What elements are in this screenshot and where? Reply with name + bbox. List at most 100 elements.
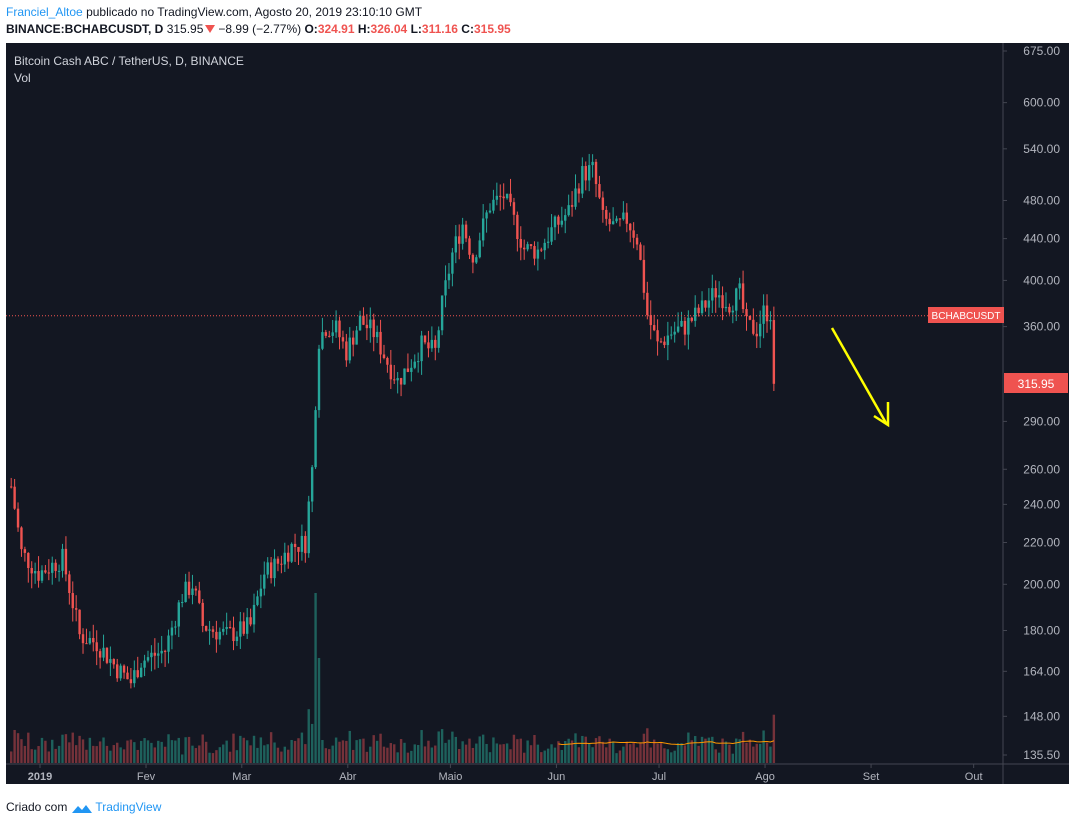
candle-body <box>502 196 505 199</box>
candle-body <box>40 570 44 581</box>
volume-bar <box>690 740 693 763</box>
volume-bar <box>536 744 540 763</box>
candle-body <box>529 244 533 247</box>
volume-bar <box>369 746 372 763</box>
time-axis[interactable] <box>6 764 1069 784</box>
candle-body <box>598 184 601 198</box>
candle-body <box>64 548 68 575</box>
candle-body <box>642 259 646 293</box>
volume-bar <box>54 748 57 763</box>
candle-body <box>700 300 704 314</box>
volume-bar <box>143 738 146 763</box>
close-value: 315.95 <box>473 22 511 36</box>
volume-bar <box>772 714 776 763</box>
candle-body <box>704 300 707 308</box>
volume-bar <box>372 735 375 763</box>
candle-body <box>670 334 673 336</box>
author-link[interactable]: Franciel_Altoe <box>6 5 83 19</box>
candle-body <box>656 330 659 342</box>
volume-bar <box>102 737 105 763</box>
candle-body <box>683 320 687 335</box>
chart-pane[interactable] <box>6 43 1003 764</box>
candle-body <box>307 501 310 554</box>
candle-body <box>334 320 338 333</box>
candle-body <box>605 209 608 219</box>
candle-body <box>54 562 57 571</box>
volume-bar <box>594 738 598 763</box>
candle-body <box>328 335 331 337</box>
candle-body <box>211 629 215 632</box>
candle-body <box>762 305 765 324</box>
volume-bar <box>434 745 437 763</box>
candle-body <box>92 637 95 643</box>
volume-bar <box>447 739 451 763</box>
y-tick-label: 440.00 <box>1023 232 1060 246</box>
candle-body <box>242 621 245 634</box>
y-tick-label: 480.00 <box>1023 193 1060 207</box>
candle-body <box>632 230 635 238</box>
x-tick-label: Out <box>965 771 983 783</box>
candle-body <box>44 570 47 573</box>
y-tick-label: 675.00 <box>1023 44 1060 58</box>
y-tick-label: 360.00 <box>1023 320 1060 334</box>
volume-bar <box>269 732 273 763</box>
price-axis[interactable] <box>1003 43 1069 764</box>
candle-body <box>143 660 146 668</box>
candle-body <box>721 295 724 309</box>
volume-bar <box>304 744 307 763</box>
candle-body <box>160 650 163 654</box>
candle-body <box>119 665 122 679</box>
candle-body <box>694 307 697 321</box>
y-tick-label: 164.00 <box>1023 664 1060 678</box>
candle-body <box>629 223 632 231</box>
volume-bar <box>748 739 752 763</box>
candle-body <box>341 337 345 342</box>
volume-bar <box>235 750 239 763</box>
candle-body <box>646 292 649 316</box>
volume-bar <box>468 738 471 763</box>
candle-body <box>745 309 748 316</box>
volume-bar <box>47 751 51 763</box>
volume-bar <box>540 752 543 763</box>
candle-body <box>355 330 358 345</box>
candle-body <box>577 188 581 194</box>
volume-bar <box>163 746 167 763</box>
volume-bar <box>245 740 249 763</box>
candle-body <box>523 247 526 250</box>
y-tick-label: 540.00 <box>1023 142 1060 156</box>
volume-bar <box>222 744 225 763</box>
candle-body <box>321 332 324 349</box>
volume-bar <box>112 745 115 763</box>
price-chart[interactable]: 675.00 600.00 540.00 480.00 440.00 400.00 360.… <box>0 41 1075 787</box>
candle-body <box>403 368 406 385</box>
volume-bar <box>266 744 269 763</box>
candle-body <box>273 558 276 579</box>
candle-body <box>526 244 529 250</box>
candle-body <box>259 588 263 597</box>
candle-body <box>461 224 464 244</box>
volume-bar <box>177 737 180 763</box>
symbol-tag-text: BCHABCUSDT <box>932 311 1001 322</box>
candle-body <box>116 664 119 679</box>
low-label: L: <box>410 22 422 36</box>
volume-bar <box>341 740 345 763</box>
candle-body <box>540 249 543 251</box>
volume-bar <box>153 747 157 763</box>
volume-bar <box>297 738 300 763</box>
symbol-name: BINANCE:BCHABCUSDT, D <box>6 22 164 36</box>
y-tick-label: 260.00 <box>1023 462 1060 476</box>
candle-body <box>252 604 256 625</box>
volume-bar <box>174 740 177 763</box>
candle-body <box>420 335 423 362</box>
candle-body <box>666 335 670 346</box>
volume-bar <box>499 744 502 763</box>
candle-body <box>112 659 115 665</box>
tradingview-link[interactable]: TradingView <box>95 800 162 814</box>
volume-bar <box>666 749 670 763</box>
volume-bar <box>44 740 47 763</box>
candle-body <box>362 315 365 325</box>
volume-bar <box>581 735 584 763</box>
volume-bar <box>399 739 403 763</box>
candle-body <box>102 647 105 658</box>
volume-bar <box>735 738 738 763</box>
